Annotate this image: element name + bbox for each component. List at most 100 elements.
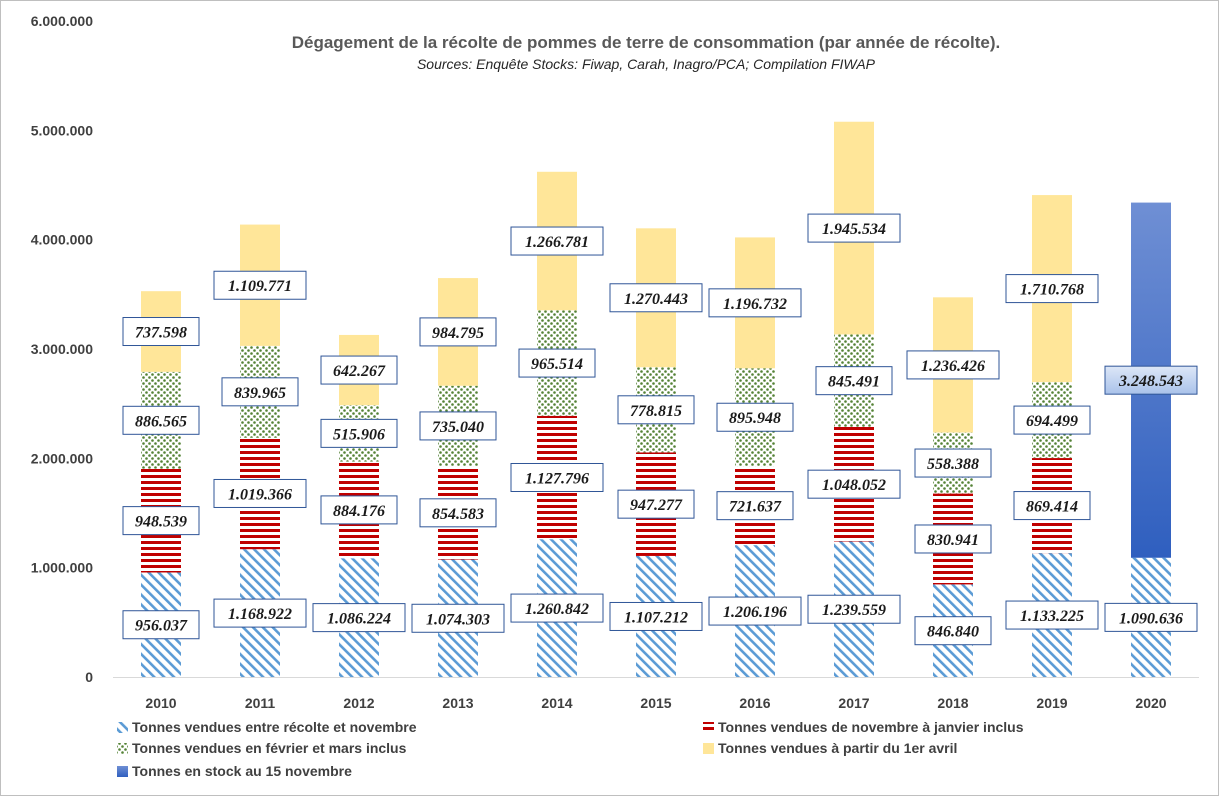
data-label-box <box>419 498 497 528</box>
data-label-box <box>122 506 200 536</box>
legend-swatch <box>117 766 128 777</box>
data-label-box <box>807 594 901 624</box>
legend-label: Tonnes vendues en février et mars inclus <box>132 740 407 756</box>
legend: Tonnes vendues entre récolte et novembre… <box>117 719 1024 779</box>
data-label-box <box>617 395 695 425</box>
data-label: 1.710.768 <box>1020 282 1084 299</box>
data-label-box <box>221 377 299 407</box>
data-label-box <box>510 462 604 492</box>
data-label-box <box>807 213 901 243</box>
data-label: 1.168.922 <box>228 606 292 623</box>
data-label-box <box>411 603 505 633</box>
x-tick-label: 2016 <box>739 695 770 711</box>
legend-label: Tonnes en stock au 15 novembre <box>132 763 352 779</box>
y-tick-label: 1.000.000 <box>31 560 93 576</box>
data-label: 1.127.796 <box>525 470 589 487</box>
x-tick-label: 2013 <box>442 695 473 711</box>
data-label-box <box>609 283 703 313</box>
data-label: 1.019.366 <box>228 486 292 503</box>
data-label-box <box>906 350 1000 380</box>
legend-swatch <box>117 743 128 754</box>
y-tick-label: 5.000.000 <box>31 122 93 138</box>
data-label: 558.388 <box>927 456 979 473</box>
legend-swatch <box>703 722 714 733</box>
data-label-box <box>510 593 604 623</box>
data-label: 854.583 <box>432 506 484 523</box>
data-label-box <box>807 469 901 499</box>
data-label-box <box>617 489 695 519</box>
x-axis: 2010 2011 2012 2013 2014 2015 2016 2017 2018 2019… <box>113 677 1199 711</box>
data-label: 778.815 <box>630 403 682 420</box>
data-label: 642.267 <box>333 363 386 380</box>
data-label: 694.499 <box>1026 413 1078 430</box>
legend-label: Tonnes vendues entre récolte et novembre <box>132 719 417 735</box>
data-label-box <box>518 348 596 378</box>
data-label: 948.539 <box>135 514 187 531</box>
data-label-box <box>122 317 200 347</box>
data-label: 737.598 <box>135 325 187 342</box>
data-label-box <box>1104 602 1198 632</box>
data-label: 1.266.781 <box>525 234 589 251</box>
y-axis: 0 1.000.000 2.000.000 3.000.000 4.000.000 5.0… <box>31 13 94 685</box>
x-tick-label: 2017 <box>838 695 869 711</box>
data-label: 515.906 <box>333 426 385 443</box>
data-label-box <box>510 226 604 256</box>
data-label-box <box>914 524 992 554</box>
data-label: 830.941 <box>927 532 979 549</box>
y-tick-label: 0 <box>85 669 93 685</box>
data-label-box <box>320 355 398 385</box>
data-label-box <box>320 418 398 448</box>
data-label-box <box>914 448 992 478</box>
y-tick-label: 2.000.000 <box>31 450 93 466</box>
data-label: 1.048.052 <box>822 477 886 494</box>
data-label: 839.965 <box>234 385 286 402</box>
data-label: 1.239.559 <box>822 602 886 619</box>
data-label-box <box>815 366 893 396</box>
y-tick-label: 6.000.000 <box>31 13 93 29</box>
data-label: 1.236.426 <box>921 358 985 375</box>
data-label-box <box>419 411 497 441</box>
data-label-box <box>213 270 307 300</box>
data-label-box <box>419 317 497 347</box>
data-label: 947.277 <box>630 497 683 514</box>
data-label-box <box>708 288 802 318</box>
data-label-box <box>1104 365 1198 395</box>
legend-label: Tonnes vendues de novembre à janvier inc… <box>718 719 1024 735</box>
data-label: 1.260.842 <box>525 601 589 618</box>
data-label-box <box>914 616 992 646</box>
data-label-box <box>609 601 703 631</box>
data-label: 1.090.636 <box>1119 610 1183 627</box>
x-tick-label: 2010 <box>145 695 176 711</box>
data-label: 1.109.771 <box>228 278 292 295</box>
data-label: 3.248.543 <box>1118 373 1183 390</box>
data-label: 845.491 <box>828 374 880 391</box>
chart-subtitle: Sources: Enquête Stocks: Fiwap, Carah, I… <box>417 56 876 72</box>
data-label-box <box>122 405 200 435</box>
legend-label: Tonnes vendues à partir du 1er avril <box>718 740 957 756</box>
data-label: 1.086.224 <box>327 611 391 628</box>
data-label: 1.206.196 <box>723 604 787 621</box>
x-tick-label: 2019 <box>1036 695 1067 711</box>
x-tick-label: 2020 <box>1135 695 1166 711</box>
data-label: 1.074.303 <box>426 611 490 628</box>
chart-title: Dégagement de la récolte de pommes de te… <box>292 33 1001 52</box>
data-labels-group: 956.037 1.168.922 1.086.224 1.074.303 1.260.… <box>122 213 1198 646</box>
data-label: 1.107.212 <box>624 609 688 626</box>
y-tick-label: 4.000.000 <box>31 232 93 248</box>
data-label: 884.176 <box>333 503 385 520</box>
data-label: 1.270.443 <box>624 291 688 308</box>
data-label-box <box>1013 405 1091 435</box>
data-label-box <box>320 495 398 525</box>
x-tick-label: 2011 <box>245 695 276 711</box>
y-tick-label: 3.000.000 <box>31 341 93 357</box>
data-label: 735.040 <box>432 419 484 436</box>
data-label-box <box>213 478 307 508</box>
data-label-box <box>1005 600 1099 630</box>
data-label: 895.948 <box>729 410 781 427</box>
data-label: 1.945.534 <box>822 221 886 238</box>
data-label-box <box>213 598 307 628</box>
data-label-box <box>1013 491 1091 521</box>
data-label: 869.414 <box>1026 499 1078 516</box>
